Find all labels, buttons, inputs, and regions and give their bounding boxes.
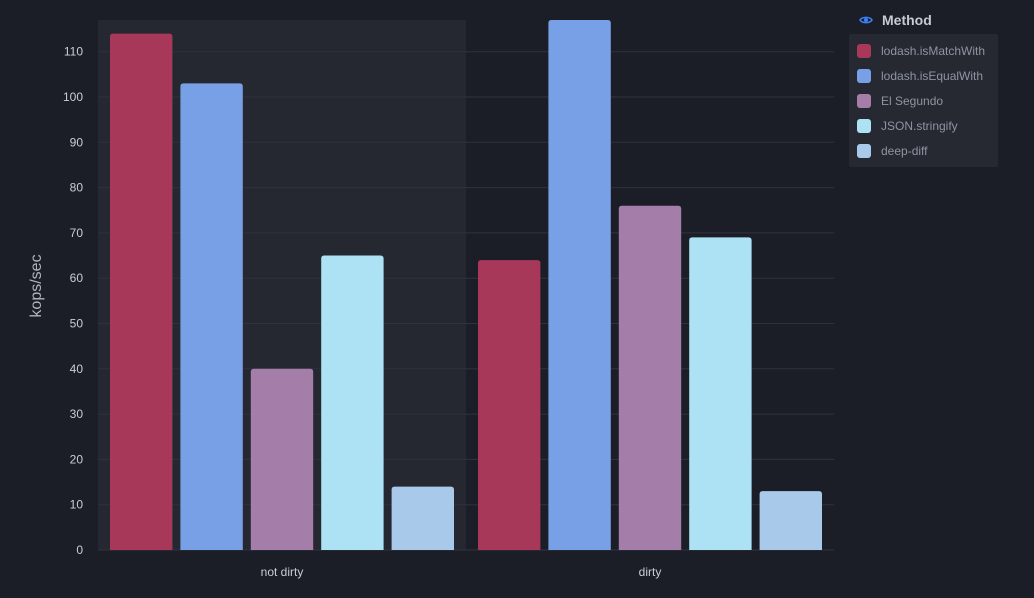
legend-label: lodash.isMatchWith	[881, 43, 986, 58]
y-tick-label: 40	[70, 362, 84, 376]
y-tick-label: 20	[70, 452, 84, 466]
y-tick-label: 100	[63, 90, 83, 104]
legend-label: JSON.stringify	[881, 118, 958, 133]
x-tick-label: not dirty	[261, 565, 304, 579]
legend-items: lodash.isMatchWith lodash.isEqualWith El S…	[849, 34, 998, 167]
y-tick-label: 10	[70, 498, 84, 512]
legend-swatch	[857, 93, 871, 108]
legend-item[interactable]: El Segundo	[849, 88, 998, 113]
bar[interactable]	[391, 486, 454, 550]
y-axis-title: kops/sec	[28, 254, 45, 317]
bar[interactable]	[548, 20, 611, 550]
bar[interactable]	[250, 368, 314, 550]
bars	[110, 20, 822, 551]
legend-item[interactable]: JSON.stringify	[849, 113, 998, 138]
bar[interactable]	[478, 260, 541, 550]
bar[interactable]	[321, 255, 384, 551]
legend-swatch	[857, 118, 871, 133]
bar[interactable]	[110, 33, 173, 551]
legend-header[interactable]: Method	[849, 6, 998, 34]
legend-item[interactable]: deep-diff	[849, 138, 998, 163]
bar[interactable]	[689, 237, 752, 550]
legend-swatch	[857, 143, 871, 158]
legend-label: deep-diff	[881, 143, 928, 158]
y-tick-label: 30	[70, 407, 84, 421]
bar[interactable]	[180, 83, 243, 551]
bar[interactable]	[759, 491, 822, 550]
y-tick-label: 80	[70, 181, 84, 195]
legend: Method lodash.isMatchWith lodash.isEqualW…	[849, 6, 998, 167]
eye-icon[interactable]	[859, 13, 873, 27]
y-tick-label: 60	[70, 271, 84, 285]
x-tick-label: dirty	[639, 565, 662, 579]
legend-item[interactable]: lodash.isEqualWith	[849, 63, 998, 88]
legend-title: Method	[882, 12, 932, 28]
axis-ticks: 0 10 20 30 40 50 60 70 80 90 100 110 not dirty dirty	[63, 45, 661, 579]
y-tick-label: 90	[70, 135, 84, 149]
y-tick-label: 50	[70, 317, 84, 331]
legend-label: El Segundo	[881, 93, 944, 108]
y-tick-label: 0	[76, 543, 83, 557]
legend-swatch	[857, 43, 871, 58]
y-tick-label: 70	[70, 226, 84, 240]
legend-item[interactable]: lodash.isMatchWith	[849, 38, 998, 63]
bar[interactable]	[618, 205, 682, 550]
legend-swatch	[857, 68, 871, 83]
y-tick-label: 110	[64, 45, 83, 59]
legend-label: lodash.isEqualWith	[881, 68, 984, 83]
